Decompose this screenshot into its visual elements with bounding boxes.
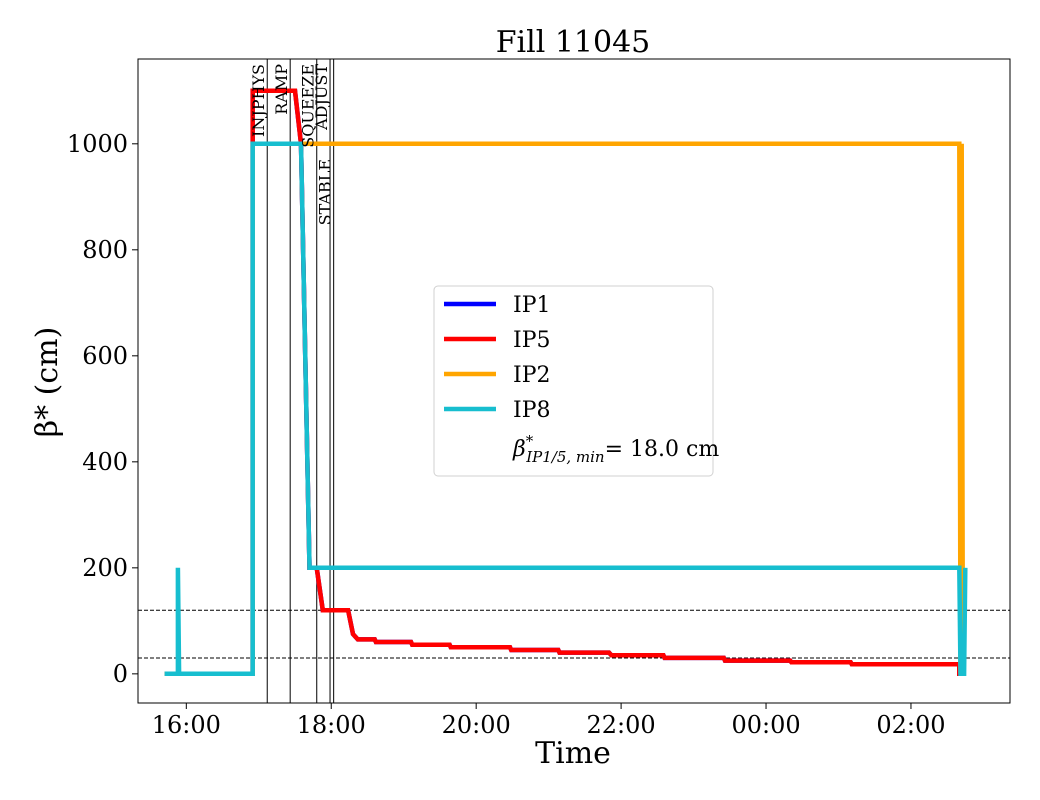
x-tick-label: 16:00 bbox=[152, 711, 221, 739]
y-tick-label: 1000 bbox=[67, 130, 128, 158]
phase-label-stable: STABLE bbox=[316, 159, 335, 225]
phase-label-injphys: INJPHYS bbox=[249, 64, 268, 137]
legend-label-ip5: IP5 bbox=[513, 328, 551, 353]
phase-label-adjust: ADJUST bbox=[312, 64, 331, 131]
x-tick-label: 02:00 bbox=[876, 711, 945, 739]
legend-label-ip1: IP1 bbox=[513, 293, 551, 318]
y-axis-label: β* (cm) bbox=[30, 327, 65, 438]
phase-label-ramp: RAMP bbox=[272, 64, 291, 115]
legend-note: β* IP1/5, min= 18.0 cm bbox=[512, 432, 719, 466]
chart-title: Fill 11045 bbox=[496, 25, 651, 60]
y-tick-label: 400 bbox=[82, 448, 128, 476]
y-tick-label: 0 bbox=[113, 660, 128, 688]
legend-label-ip2: IP2 bbox=[513, 363, 551, 388]
x-tick-label: 00:00 bbox=[731, 711, 800, 739]
plot-frame bbox=[137, 58, 1011, 704]
legend-label-ip8: IP8 bbox=[513, 398, 551, 423]
y-tick-label: 200 bbox=[82, 554, 128, 582]
y-tick-label: 600 bbox=[82, 342, 128, 370]
series-line-ip8 bbox=[164, 141, 968, 677]
legend: IP1 IP5 IP2 IP8 β* IP1/5, min= 18.0 cm bbox=[433, 285, 719, 477]
x-tick-label: 18:00 bbox=[297, 711, 366, 739]
y-tick-label: 800 bbox=[82, 236, 128, 264]
phase-label-squeeze: SQUEEZE bbox=[299, 64, 318, 148]
x-tick-label: 22:00 bbox=[587, 711, 656, 739]
axes: 16:00 18:00 20:00 22:00 00:00 02:00 0 200 400 600… bbox=[67, 58, 1011, 739]
x-tick-label: 20:00 bbox=[442, 711, 511, 739]
x-axis-label: Time bbox=[535, 736, 611, 771]
legend-box bbox=[433, 285, 714, 477]
